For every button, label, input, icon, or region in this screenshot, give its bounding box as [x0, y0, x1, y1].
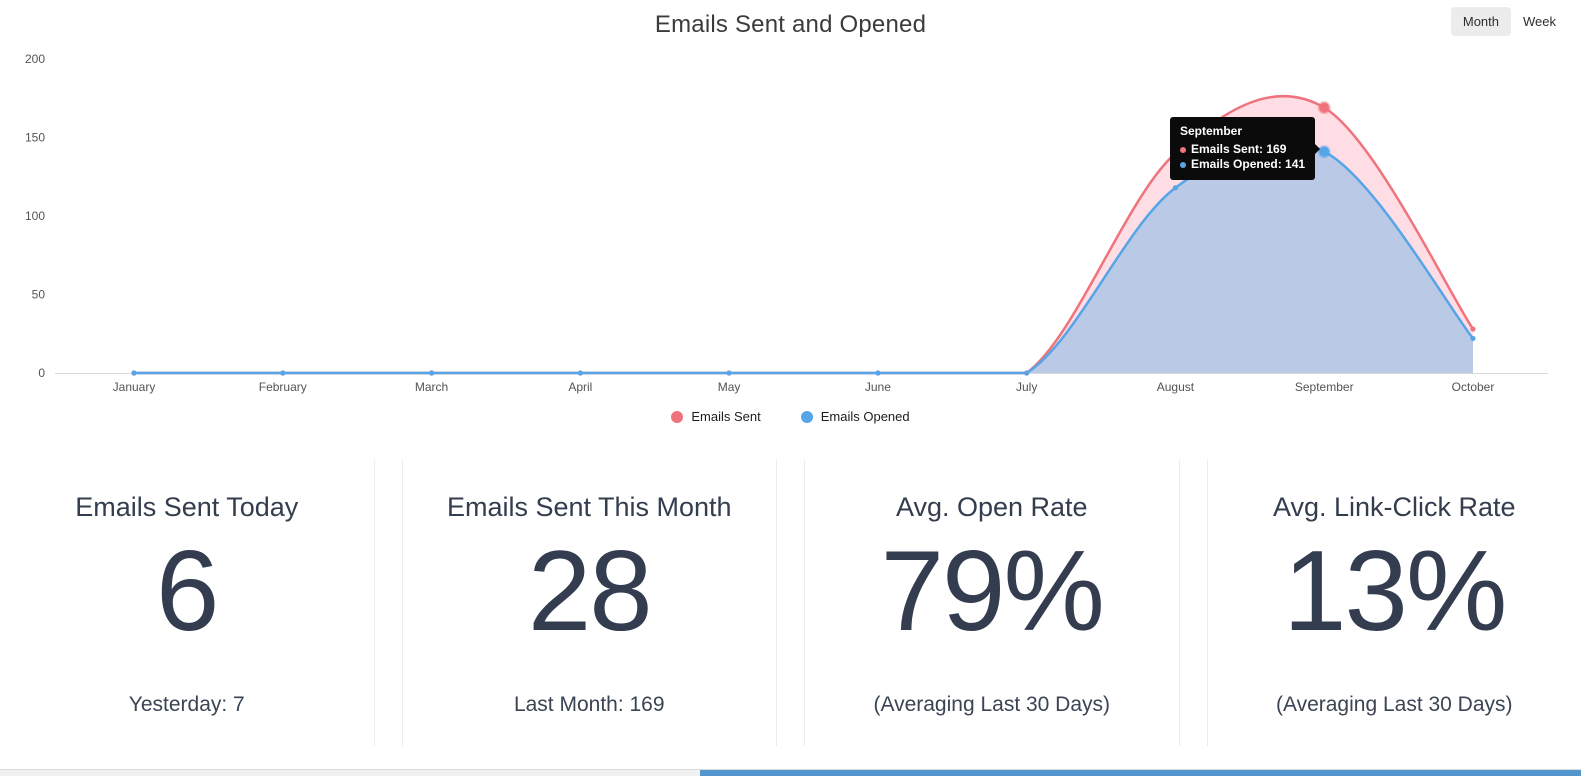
toggle-month-button[interactable]: Month — [1450, 7, 1511, 36]
stat-title: Emails Sent Today — [75, 492, 299, 522]
emails-sent-legend-icon — [671, 410, 684, 423]
stat-card-emails-sent-this-month: Emails Sent This Month 28 Last Month: 16… — [401, 460, 777, 746]
svg-text:January: January — [113, 380, 156, 394]
sent-dot-icon — [1180, 146, 1186, 153]
legend-label-sent: Emails Sent — [691, 409, 761, 424]
legend-label-opened: Emails Opened — [820, 409, 910, 424]
tooltip-line-sent: Emails Sent: 169 — [1180, 142, 1305, 157]
toggle-week-button[interactable]: Week — [1523, 14, 1556, 29]
svg-text:100: 100 — [25, 209, 45, 223]
tooltip-line-opened: Emails Opened: 141 — [1180, 157, 1305, 172]
stat-value: 79% — [880, 528, 1105, 655]
stat-subtext: Last Month: 169 — [513, 693, 665, 716]
stat-card-avg-open-rate: Avg. Open Rate 79% (Averaging Last 30 Da… — [804, 460, 1180, 746]
legend-item-emails-opened[interactable]: Emails Opened — [800, 409, 910, 424]
svg-text:May: May — [718, 380, 741, 394]
svg-text:150: 150 — [25, 131, 45, 145]
stat-subtext: (Averaging Last 30 Days) — [1275, 693, 1513, 716]
svg-text:June: June — [865, 380, 891, 394]
stat-title: Emails Sent This Month — [446, 492, 732, 522]
tooltip-opened-text: Emails Opened: 141 — [1191, 157, 1306, 171]
chart-legend: Emails Sent Emails Opened — [0, 409, 1581, 424]
stat-card-emails-sent-today: Emails Sent Today 6 Yesterday: 7 — [0, 460, 375, 746]
stat-card-avg-link-click-rate: Avg. Link-Click Rate 13% (Averaging Last… — [1206, 460, 1581, 746]
period-toggle: Month Week — [1450, 7, 1568, 36]
legend-item-emails-sent[interactable]: Emails Sent — [671, 409, 761, 424]
svg-text:0: 0 — [38, 366, 45, 380]
svg-text:February: February — [259, 380, 307, 394]
stat-title: Avg. Link-Click Rate — [1272, 492, 1516, 522]
tooltip-title: September — [1180, 124, 1243, 138]
stat-subtext: (Averaging Last 30 Days) — [873, 693, 1111, 716]
stats-row: Emails Sent Today 6 Yesterday: 7 Emails … — [0, 460, 1581, 746]
stat-value: 13% — [1283, 528, 1507, 655]
opened-dot-icon — [1180, 161, 1186, 168]
emails-chart[interactable]: 0 50 100 150 200 January February March April May… — [0, 0, 1581, 400]
svg-text:April: April — [568, 380, 592, 394]
svg-text:50: 50 — [32, 288, 46, 302]
svg-text:200: 200 — [25, 52, 45, 66]
chart-title: Emails Sent and Opened — [654, 11, 927, 38]
svg-text:March: March — [415, 380, 448, 394]
chart-section: 0 50 100 150 200 January February March April May… — [0, 0, 1581, 424]
svg-text:September: September — [1295, 380, 1354, 394]
stat-subtext: Yesterday: 7 — [128, 693, 245, 716]
scrollbar-thumb[interactable] — [700, 770, 1581, 776]
svg-text:August: August — [1157, 380, 1195, 394]
horizontal-scrollbar — [0, 769, 1581, 776]
stat-title: Avg. Open Rate — [895, 492, 1088, 522]
stat-value: 6 — [156, 528, 219, 655]
svg-text:July: July — [1016, 380, 1037, 394]
chart-tooltip: September Emails Sent: 169 Emails Opened… — [1170, 117, 1321, 180]
svg-text:October: October — [1452, 380, 1495, 394]
tooltip-sent-text: Emails Sent: 169 — [1191, 142, 1287, 156]
emails-opened-legend-icon — [800, 410, 813, 423]
stat-value: 28 — [527, 528, 653, 655]
